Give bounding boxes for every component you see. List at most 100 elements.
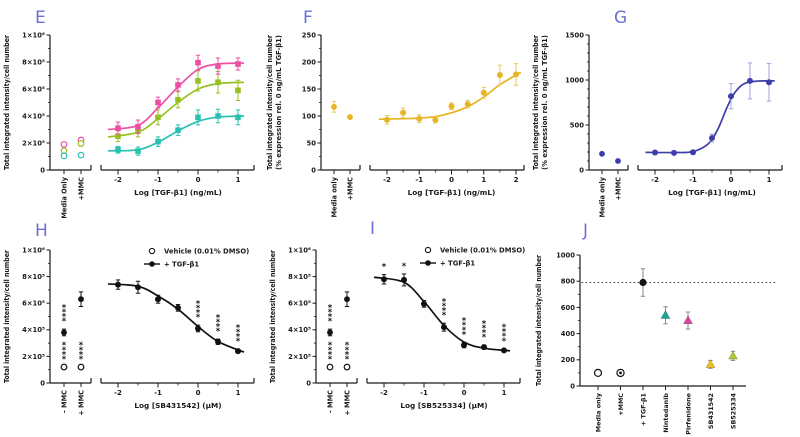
data-point <box>175 82 181 88</box>
significance-star: * <box>62 350 67 360</box>
data-point <box>344 296 350 303</box>
x-tick-label: 2 <box>514 176 519 184</box>
significance-star: * <box>345 350 350 360</box>
significance-star: * <box>62 303 67 313</box>
data-point <box>235 61 241 67</box>
panel-G: G 0 500 1000 1500 Total integrated intensity/… <box>532 0 800 218</box>
significance-star: * <box>196 309 201 319</box>
data-point <box>728 93 734 100</box>
data-point <box>155 296 161 303</box>
significance-star: * <box>502 328 507 338</box>
x-tick-label: 0 <box>196 389 201 397</box>
category-label: SB525334 <box>730 392 738 429</box>
y-tick-label: 8×10⁵ <box>22 273 45 281</box>
x-tick-label: 1 <box>481 176 486 184</box>
category-label: - MMC <box>61 390 69 413</box>
significance-star: * <box>402 262 407 272</box>
legend-filled-circle-icon <box>425 260 431 266</box>
category-label: +MMC <box>617 393 625 416</box>
panel-I-chart: I 0 2×10⁵ 4×10⁵ 6×10⁵ 8×10⁵ 1×10⁶ Total integra… <box>269 219 525 416</box>
data-point <box>155 114 161 121</box>
data-point <box>115 281 121 288</box>
significance-star: * <box>62 308 67 318</box>
data-point <box>61 329 67 336</box>
data-point <box>175 304 181 311</box>
significance-star: * <box>216 327 221 337</box>
category-label: - MMC <box>327 390 335 413</box>
data-point <box>326 363 334 371</box>
y-axis-label: Total integrated intensity/cell number <box>266 34 274 170</box>
data-point <box>175 97 181 103</box>
series-gold-fit-curve <box>378 71 522 121</box>
data-point <box>683 315 693 324</box>
y-tick-label: 8×10⁵ <box>288 273 311 281</box>
data-point <box>432 116 439 123</box>
legend-open-circle-icon <box>424 246 432 254</box>
panel-I: I 0 2×10⁵ 4×10⁵ 6×10⁵ 8×10⁵ 1×10⁶ Total integra… <box>266 218 532 437</box>
y-tick-label: 1×10⁶ <box>288 246 311 254</box>
panel-G-chart: G 0 500 1000 1500 Total integrated intensity/… <box>532 8 783 218</box>
x-tick-label: -1 <box>420 389 428 397</box>
data-point <box>327 329 333 336</box>
y-tick-label: 0 <box>311 166 316 174</box>
y-axis-label: Total integrated intensity/cell number <box>3 34 11 170</box>
data-point <box>652 149 658 156</box>
y-tick-label: 2×10⁵ <box>22 353 45 361</box>
y-tick-label: 0 <box>306 379 311 387</box>
data-point <box>619 371 622 375</box>
data-point <box>381 276 387 283</box>
significance-star: * <box>62 355 67 365</box>
significance-star: * <box>236 337 241 347</box>
data-point <box>421 300 427 307</box>
y-axis-label: (% expression rel. 0 ng/mL TGF-β1) <box>541 35 549 170</box>
y-tick-label: 1000 <box>556 251 575 259</box>
y-tick-label: 100 <box>302 112 316 120</box>
x-tick-label: -2 <box>114 389 122 397</box>
data-point <box>115 133 121 140</box>
significance-star: * <box>482 333 487 343</box>
data-point <box>766 79 772 86</box>
x-axis-label: Log [TGF-β1] (ng/mL) <box>408 188 496 197</box>
x-tick-label: 1 <box>236 176 241 184</box>
y-tick-label: 200 <box>561 356 575 364</box>
category-label: Media only <box>331 176 339 217</box>
significance-star: * <box>79 346 84 356</box>
data-point <box>671 149 677 156</box>
y-tick-label: 2×10⁵ <box>22 139 45 147</box>
significance-star: * <box>62 317 67 327</box>
x-axis-label: Log [SB431542] (μM) <box>134 401 221 410</box>
significance-star: * <box>216 323 221 333</box>
significance-star: * <box>328 350 333 360</box>
data-point <box>135 124 141 130</box>
panel-J: J 0 200 400 600 800 1000 Total integrated inten… <box>532 218 800 437</box>
y-axis-label: Total integrated intensity/cell number <box>3 249 11 383</box>
data-point <box>709 135 715 142</box>
data-point <box>77 363 85 371</box>
data-point <box>599 150 605 157</box>
data-point <box>215 63 221 69</box>
y-tick-label: 6×10⁵ <box>22 85 45 93</box>
data-point <box>60 152 68 160</box>
legend-open-circle-icon <box>148 247 156 255</box>
significance-star: * <box>345 355 350 365</box>
y-tick-label: 400 <box>561 330 575 338</box>
x-tick-label: 0 <box>462 389 467 397</box>
data-point <box>615 158 621 164</box>
significance-star: * <box>62 341 67 351</box>
data-point <box>728 350 738 360</box>
data-point <box>461 342 467 349</box>
category-label: Media Only <box>61 176 69 218</box>
category-label: +MMC <box>347 177 355 201</box>
significance-star: * <box>382 263 387 273</box>
significance-star: * <box>328 341 333 351</box>
legend-label: + TGF-β1 <box>440 259 475 267</box>
significance-star: * <box>196 299 201 309</box>
significance-star: * <box>62 346 67 356</box>
y-tick-label: 2×10⁵ <box>288 353 311 361</box>
data-point <box>195 59 201 66</box>
x-axis-label: Log [SB525334] (μM) <box>400 401 487 410</box>
significance-star: * <box>216 318 221 328</box>
panel-J-chart: J 0 200 400 600 800 1000 Total integrated inten… <box>535 221 779 435</box>
significance-star: * <box>462 321 467 331</box>
